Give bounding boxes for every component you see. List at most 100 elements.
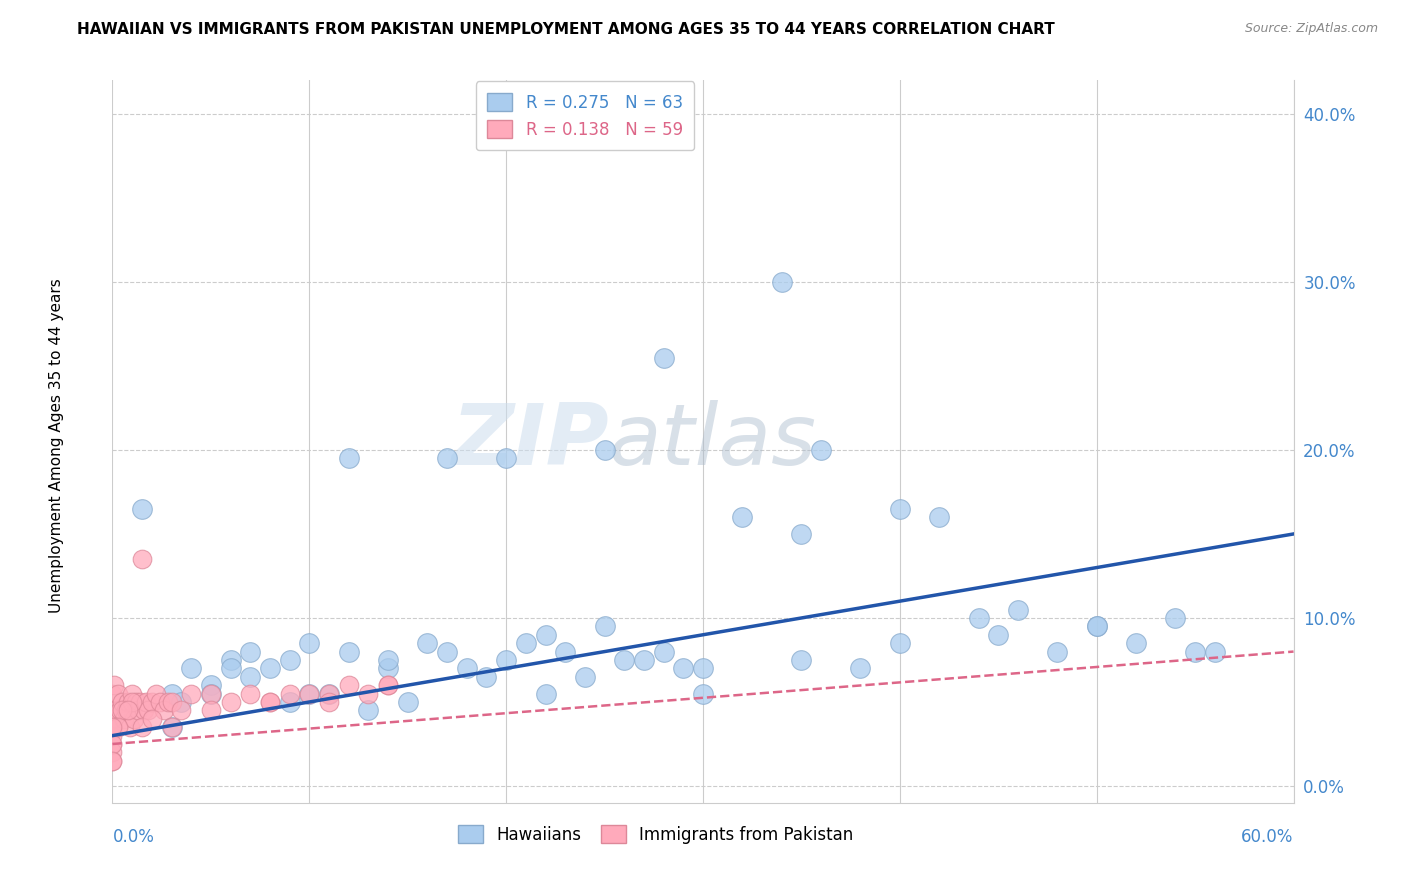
- Point: [337, 451, 360, 466]
- Point: [1164, 611, 1187, 625]
- Point: [534, 628, 557, 642]
- Point: [790, 653, 813, 667]
- Point: [135, 695, 157, 709]
- Point: [889, 501, 911, 516]
- Point: [357, 687, 380, 701]
- Point: [475, 670, 498, 684]
- Legend: Hawaiians, Immigrants from Pakistan: Hawaiians, Immigrants from Pakistan: [450, 817, 862, 852]
- Point: [132, 703, 155, 717]
- Point: [1085, 619, 1108, 633]
- Point: [105, 703, 128, 717]
- Point: [101, 737, 124, 751]
- Point: [101, 712, 124, 726]
- Point: [125, 695, 148, 709]
- Point: [110, 703, 132, 717]
- Point: [117, 703, 139, 717]
- Point: [574, 670, 596, 684]
- Point: [377, 678, 399, 692]
- Point: [131, 501, 153, 516]
- Point: [318, 695, 340, 709]
- Point: [141, 712, 163, 726]
- Point: [149, 695, 172, 709]
- Point: [692, 687, 714, 701]
- Point: [111, 703, 134, 717]
- Point: [770, 275, 793, 289]
- Point: [790, 527, 813, 541]
- Point: [122, 712, 145, 726]
- Point: [239, 670, 262, 684]
- Text: Unemployment Among Ages 35 to 44 years: Unemployment Among Ages 35 to 44 years: [49, 278, 63, 614]
- Text: 0.0%: 0.0%: [112, 828, 155, 846]
- Point: [170, 703, 193, 717]
- Point: [120, 720, 142, 734]
- Point: [1125, 636, 1147, 650]
- Point: [1046, 644, 1069, 658]
- Point: [810, 442, 832, 457]
- Point: [593, 619, 616, 633]
- Point: [200, 703, 222, 717]
- Point: [121, 687, 143, 701]
- Point: [101, 729, 124, 743]
- Point: [160, 720, 183, 734]
- Point: [515, 636, 537, 650]
- Point: [131, 552, 153, 566]
- Point: [200, 678, 222, 692]
- Point: [160, 695, 183, 709]
- Point: [298, 687, 321, 701]
- Point: [101, 737, 124, 751]
- Point: [928, 510, 950, 524]
- Point: [337, 678, 360, 692]
- Point: [156, 695, 179, 709]
- Point: [129, 695, 152, 709]
- Point: [239, 687, 262, 701]
- Point: [495, 451, 517, 466]
- Point: [672, 661, 695, 675]
- Point: [377, 661, 399, 675]
- Point: [160, 720, 183, 734]
- Point: [259, 661, 281, 675]
- Point: [131, 720, 153, 734]
- Point: [692, 661, 714, 675]
- Point: [170, 695, 193, 709]
- Point: [101, 745, 124, 759]
- Point: [652, 351, 675, 365]
- Point: [219, 653, 242, 667]
- Point: [1184, 644, 1206, 658]
- Point: [107, 687, 129, 701]
- Point: [115, 703, 138, 717]
- Point: [613, 653, 636, 667]
- Point: [534, 687, 557, 701]
- Point: [101, 754, 124, 768]
- Point: [1204, 644, 1226, 658]
- Point: [298, 636, 321, 650]
- Point: [278, 695, 301, 709]
- Point: [219, 695, 242, 709]
- Point: [436, 451, 458, 466]
- Text: atlas: atlas: [609, 400, 817, 483]
- Point: [357, 703, 380, 717]
- Point: [298, 687, 321, 701]
- Point: [416, 636, 439, 650]
- Point: [101, 703, 124, 717]
- Point: [101, 687, 124, 701]
- Point: [103, 678, 125, 692]
- Point: [180, 661, 202, 675]
- Point: [112, 712, 135, 726]
- Point: [121, 695, 143, 709]
- Point: [593, 442, 616, 457]
- Text: HAWAIIAN VS IMMIGRANTS FROM PAKISTAN UNEMPLOYMENT AMONG AGES 35 TO 44 YEARS CORR: HAWAIIAN VS IMMIGRANTS FROM PAKISTAN UNE…: [77, 22, 1054, 37]
- Point: [117, 695, 139, 709]
- Point: [127, 703, 149, 717]
- Point: [495, 653, 517, 667]
- Point: [160, 687, 183, 701]
- Point: [200, 687, 222, 701]
- Point: [377, 678, 399, 692]
- Point: [136, 703, 159, 717]
- Point: [101, 754, 124, 768]
- Point: [107, 720, 129, 734]
- Point: [987, 628, 1010, 642]
- Point: [1007, 602, 1029, 616]
- Point: [318, 687, 340, 701]
- Point: [967, 611, 990, 625]
- Point: [456, 661, 478, 675]
